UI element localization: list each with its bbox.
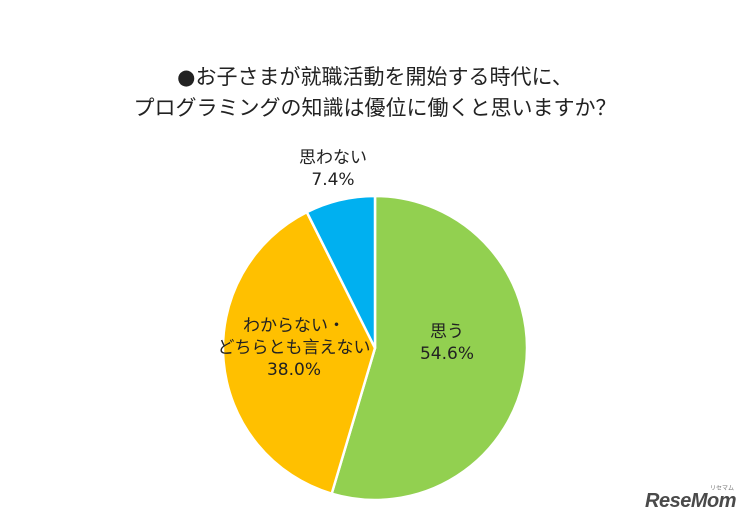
label-omowanai-text: 思わない <box>299 148 367 168</box>
label-omou-value: 54.6% <box>420 344 474 364</box>
brand-logo-subtext: リセマム <box>709 485 734 492</box>
slice-wakaranai <box>221 210 377 495</box>
slice-omowanai <box>305 194 377 350</box>
label-omou-text: 思う <box>430 322 464 342</box>
label-omowanai: 思わない 7.4% <box>299 148 367 190</box>
label-wakaranai: わからない・どちらとも言えない 38.0% <box>218 316 371 380</box>
slice-omou <box>330 194 529 502</box>
brand-logo: ReseMom <box>645 490 736 512</box>
label-wakaranai-text: どちらとも言えない <box>218 338 371 358</box>
chart-title-line-1: ●お子さまが就職活動を開始する時代に、 <box>177 65 573 89</box>
label-wakaranai-value: 38.0% <box>267 360 321 380</box>
chart-title-line-2: プログラミングの知識は優位に働くと思いますか？ <box>133 96 617 120</box>
label-wakaranai-text: わからない・ <box>243 316 345 336</box>
label-omowanai-value: 7.4% <box>311 170 354 190</box>
chart-title: ●お子さまが就職活動を開始する時代に、 プログラミングの知識は優位に働くと思いま… <box>0 62 750 124</box>
label-omou: 思う 54.6% <box>420 322 474 364</box>
